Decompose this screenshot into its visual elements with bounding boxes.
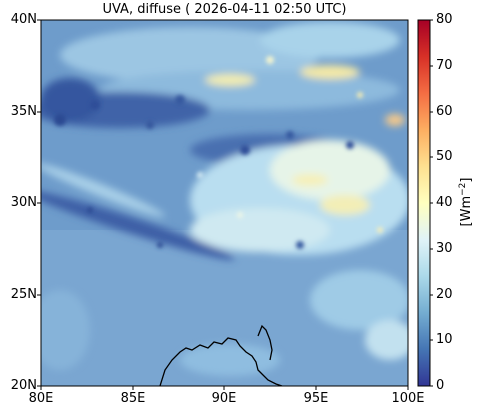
radiation-field <box>41 20 408 386</box>
colorbar-label-20: 20 <box>436 287 453 302</box>
lon-label-100e: 100E <box>391 391 425 406</box>
lon-label-95e: 95E <box>303 391 329 406</box>
colorbar-label-70: 70 <box>436 58 453 73</box>
colorbar-label-40: 40 <box>436 195 453 210</box>
coastline <box>159 324 283 386</box>
lon-label-85e: 85E <box>120 391 146 406</box>
axis-ticks <box>37 19 409 390</box>
map-title: UVA, diffuse ( 2026-04-11 02:50 UTC) <box>102 2 347 17</box>
colorbar-label-0: 0 <box>436 378 445 393</box>
colorbar-unit-label: [Wm−2] <box>457 177 475 227</box>
lon-label-90e: 90E <box>211 391 237 406</box>
lat-label-40n: 40N <box>10 12 37 27</box>
colorbar <box>417 19 431 387</box>
colorbar-label-10: 10 <box>436 332 453 347</box>
colorbar-label-60: 60 <box>436 104 453 119</box>
lon-label-80e: 80E <box>28 391 54 406</box>
lat-label-20n: 20N <box>10 378 37 393</box>
colorbar-ticks <box>430 19 433 387</box>
lat-label-35n: 35N <box>10 104 37 119</box>
colorbar-label-30: 30 <box>436 241 453 256</box>
colorbar-label-50: 50 <box>436 149 453 164</box>
colorbar-label-80: 80 <box>436 12 453 27</box>
lat-label-25n: 25N <box>10 287 37 302</box>
lat-label-30n: 30N <box>10 195 37 210</box>
